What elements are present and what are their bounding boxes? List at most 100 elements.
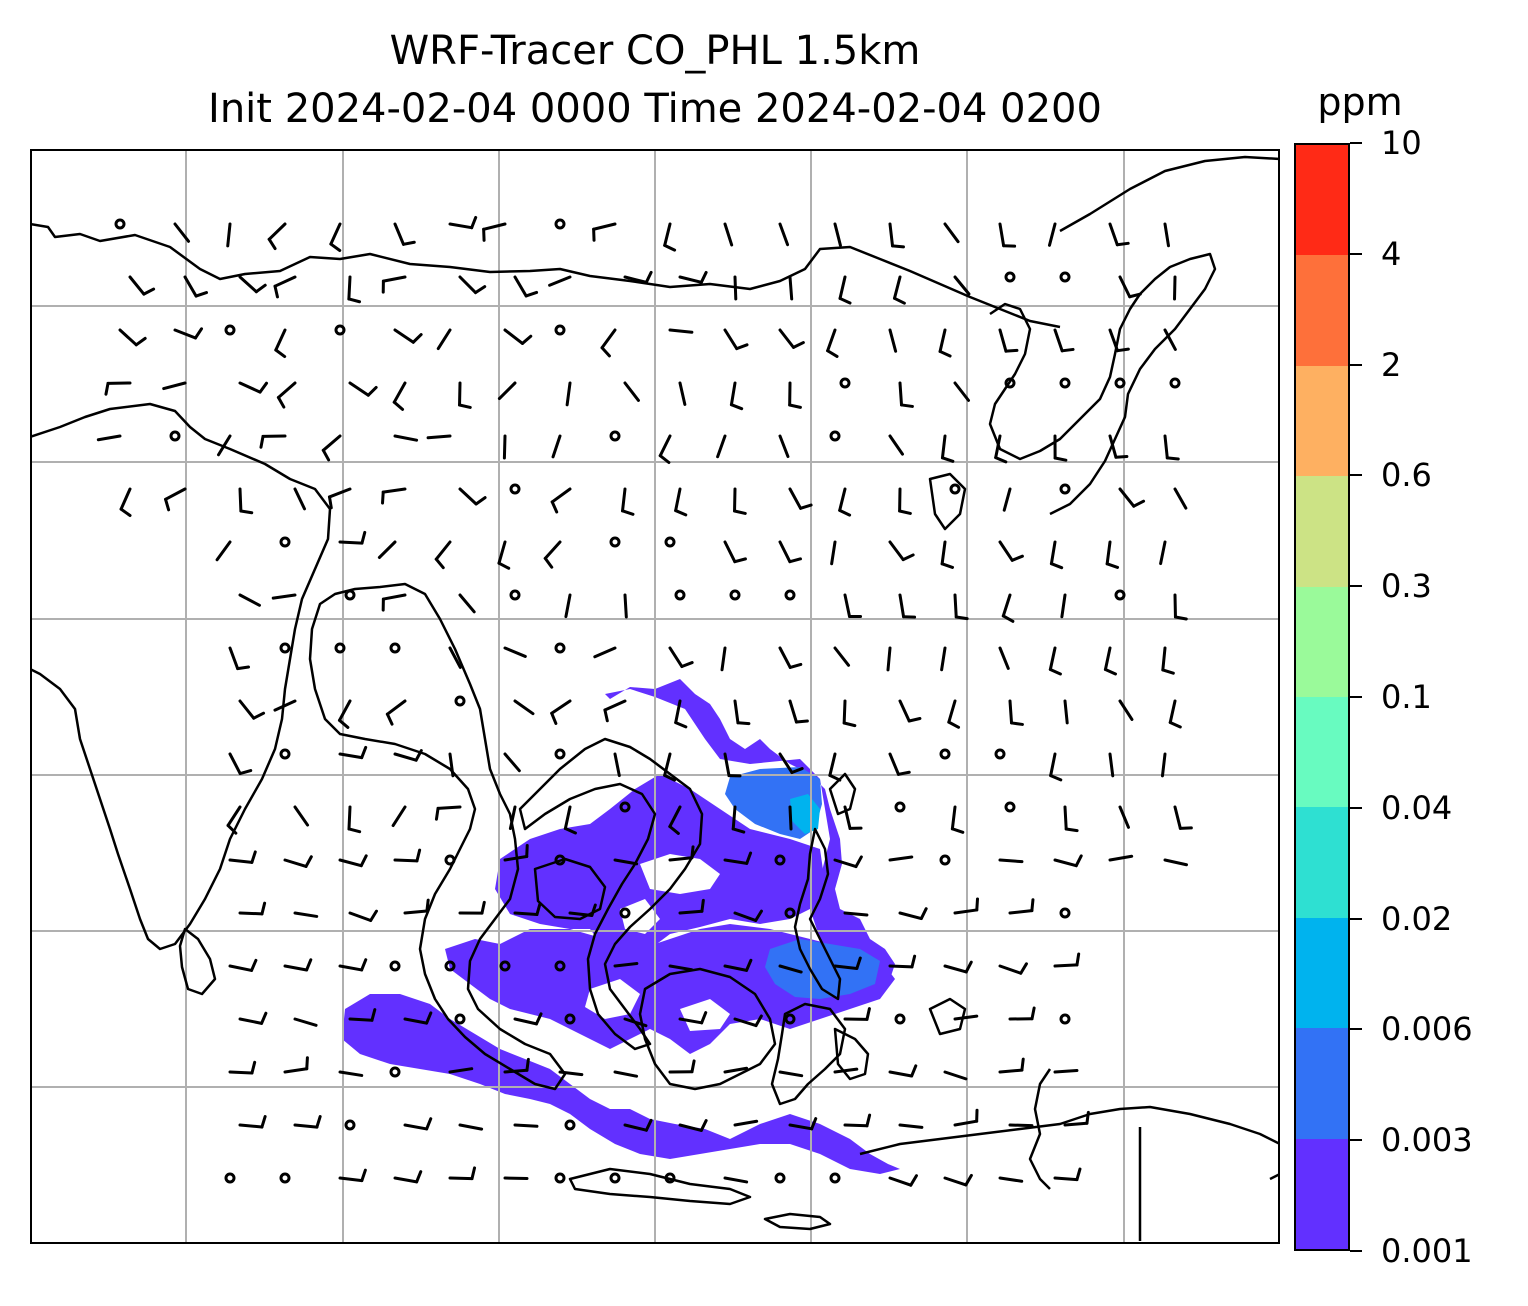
wind-barb	[458, 593, 476, 614]
wind-barb	[434, 805, 462, 821]
wind-barb	[118, 328, 147, 347]
wind-barb	[1108, 854, 1134, 862]
wind-barb	[998, 328, 1019, 353]
wind-barb	[829, 1172, 841, 1184]
wind-barb	[1108, 752, 1115, 778]
wind-barb	[238, 699, 266, 720]
wind-barb	[1108, 328, 1130, 353]
wind-barb	[888, 855, 914, 862]
wind-barb	[1163, 858, 1188, 867]
wind-barb	[564, 593, 572, 619]
wind-barb	[678, 1119, 708, 1132]
colorbar-tick	[1350, 363, 1362, 366]
wind-barb	[114, 218, 126, 230]
wind-barb	[513, 699, 535, 716]
wind-barb	[1161, 646, 1175, 675]
wind-barb	[513, 275, 539, 298]
wind-barb	[1103, 646, 1117, 676]
wind-barb	[279, 642, 291, 654]
wind-barb	[729, 381, 744, 411]
wind-barb	[279, 748, 291, 760]
wind-barb	[778, 752, 804, 774]
wind-barb	[238, 1115, 267, 1129]
wind-barb	[723, 222, 734, 247]
wind-barb	[348, 909, 378, 923]
colorbar-segment	[1296, 586, 1348, 698]
colorbar-tick-label: 10	[1381, 124, 1422, 162]
wind-barb	[784, 589, 796, 601]
wind-barb	[1008, 1006, 1036, 1021]
wind-barb	[347, 805, 362, 834]
wind-barb	[1063, 699, 1069, 725]
chart-title-line2: Init 2024-02-04 0000 Time 2024-02-04 020…	[208, 86, 1102, 132]
map-gridlines	[30, 149, 1280, 1244]
wind-barb	[279, 1172, 291, 1184]
wind-barb	[564, 1013, 576, 1025]
wind-barb	[337, 699, 352, 729]
wind-barb	[381, 275, 407, 294]
wind-barb	[843, 593, 863, 619]
wind-barb	[1059, 907, 1071, 919]
wind-barb	[723, 328, 749, 351]
wind-barb	[1004, 377, 1016, 389]
wind-barb	[1163, 328, 1177, 351]
wind-barb	[733, 699, 751, 726]
colorbar-units: ppm	[1317, 80, 1403, 124]
wind-barb	[279, 536, 291, 548]
wind-barb	[1173, 593, 1188, 621]
wind-barb	[403, 1117, 433, 1131]
wind-barb	[943, 1173, 973, 1187]
wind-barb	[668, 964, 694, 972]
wind-barb	[678, 1011, 708, 1025]
wind-barb	[391, 805, 407, 828]
wind-barb	[293, 487, 307, 511]
wind-barb	[1168, 699, 1182, 729]
wind-barb	[609, 430, 621, 442]
wind-barb	[458, 381, 472, 409]
wind-barb	[1048, 646, 1062, 676]
wind-barb	[128, 275, 156, 296]
wind-barb	[998, 858, 1024, 864]
wind-barb	[839, 377, 851, 389]
wind-barb	[778, 222, 790, 247]
wind-barb	[338, 854, 368, 868]
wind-barb	[592, 222, 617, 242]
wind-barb	[949, 483, 961, 495]
wind-barb	[554, 960, 566, 972]
wind-barb	[1008, 699, 1024, 726]
wind-barb	[173, 327, 203, 340]
wind-barb	[403, 1011, 433, 1025]
wind-barb	[444, 960, 456, 972]
wind-barb	[169, 430, 181, 442]
wind-barb	[568, 903, 597, 918]
colorbar-segment	[1296, 365, 1348, 477]
wind-barb	[778, 646, 803, 669]
colorbar-tick-label: 2	[1381, 345, 1402, 384]
wind-barb	[898, 907, 928, 921]
wind-barb	[898, 699, 922, 723]
wind-barb	[1160, 752, 1167, 778]
colorbar	[1294, 143, 1350, 1251]
colorbar-segment	[1296, 1138, 1348, 1250]
colorbar-segment	[1296, 917, 1348, 1029]
wind-barb	[1004, 271, 1016, 283]
wind-barb	[774, 854, 786, 866]
wind-barb	[164, 487, 187, 512]
wind-barb	[603, 699, 627, 723]
wind-barb	[497, 540, 511, 570]
wind-barb	[554, 642, 566, 654]
wind-barb	[389, 1066, 401, 1078]
wind-barb	[554, 218, 566, 230]
colorbar-tick	[1350, 585, 1362, 588]
chart-title-line1: WRF-Tracer CO_PHL 1.5km	[389, 28, 921, 74]
wind-barb	[503, 328, 533, 345]
wind-barb	[778, 540, 802, 564]
wind-barb	[293, 1115, 322, 1129]
wind-barb	[838, 487, 852, 517]
colorbar-tick-label: 0.003	[1381, 1121, 1473, 1160]
wind-barb	[283, 855, 313, 868]
wind-barb	[674, 589, 686, 601]
wind-barb	[513, 1123, 539, 1128]
wind-barb	[621, 487, 635, 516]
wind-barb	[321, 434, 342, 462]
